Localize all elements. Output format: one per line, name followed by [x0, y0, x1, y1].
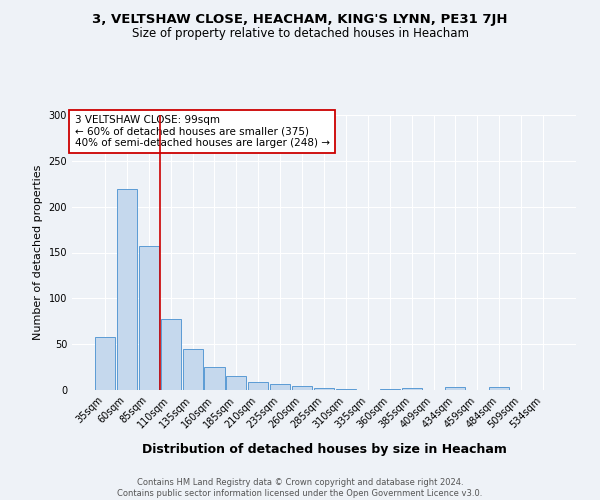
Bar: [270, 384, 290, 390]
Bar: [205, 367, 224, 390]
Bar: [226, 376, 247, 390]
Bar: [336, 389, 356, 390]
Text: Contains HM Land Registry data © Crown copyright and database right 2024.
Contai: Contains HM Land Registry data © Crown c…: [118, 478, 482, 498]
Bar: [139, 246, 159, 390]
Bar: [314, 388, 334, 390]
Bar: [445, 387, 466, 390]
Bar: [248, 382, 268, 390]
Y-axis label: Number of detached properties: Number of detached properties: [33, 165, 43, 340]
Bar: [401, 388, 422, 390]
Bar: [182, 349, 203, 390]
Text: 3, VELTSHAW CLOSE, HEACHAM, KING'S LYNN, PE31 7JH: 3, VELTSHAW CLOSE, HEACHAM, KING'S LYNN,…: [92, 12, 508, 26]
Bar: [161, 320, 181, 390]
Text: Distribution of detached houses by size in Heacham: Distribution of detached houses by size …: [142, 442, 506, 456]
Text: 3 VELTSHAW CLOSE: 99sqm
← 60% of detached houses are smaller (375)
40% of semi-d: 3 VELTSHAW CLOSE: 99sqm ← 60% of detache…: [74, 115, 329, 148]
Bar: [380, 389, 400, 390]
Text: Size of property relative to detached houses in Heacham: Size of property relative to detached ho…: [131, 28, 469, 40]
Bar: [489, 387, 509, 390]
Bar: [95, 337, 115, 390]
Bar: [292, 386, 312, 390]
Bar: [117, 189, 137, 390]
